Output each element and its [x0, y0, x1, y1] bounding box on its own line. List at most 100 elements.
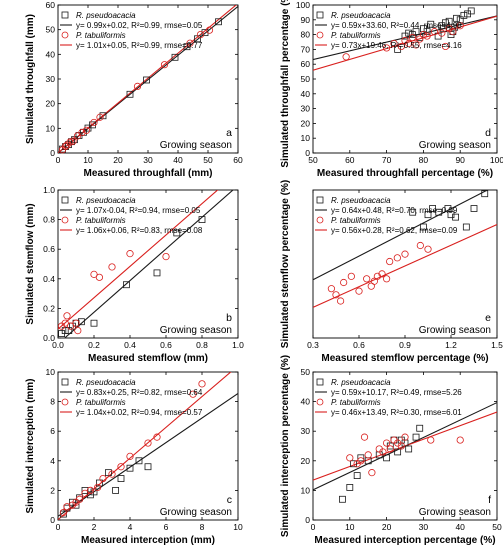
data-point: [430, 28, 439, 36]
data-point: [143, 76, 150, 84]
series-r-pseudoacacia: [409, 190, 489, 231]
data-point: [397, 442, 405, 450]
legend-series-name: R. pseudoacacia: [331, 196, 391, 205]
data-point: [96, 479, 103, 487]
data-point: [419, 223, 427, 231]
data-point: [90, 488, 98, 496]
x-tick-label: 0.0: [52, 340, 64, 350]
data-point: [460, 11, 468, 19]
data-point: [126, 90, 134, 98]
data-point: [393, 254, 401, 262]
fit-line: [313, 15, 497, 61]
y-tick-label: 4: [50, 456, 55, 466]
legend-marker: [316, 398, 324, 406]
data-point: [186, 39, 194, 47]
plot-frame: [57, 189, 239, 339]
x-tick-label: 1.5: [491, 340, 503, 350]
legend-marker: [61, 216, 69, 224]
data-point: [405, 39, 413, 48]
x-tick-label: 8: [200, 522, 205, 532]
y-tick-label: 10: [301, 133, 311, 143]
series-p-tabuliformis: [346, 433, 464, 477]
data-point: [196, 30, 205, 39]
data-point: [429, 205, 437, 212]
y-axis-title: Simulated interception percentage (%): [280, 355, 291, 537]
x-tick-label: 80: [419, 155, 429, 165]
data-point: [405, 29, 413, 37]
legend-series-name: P. tabuliformis: [331, 31, 381, 40]
data-point: [470, 205, 478, 212]
x-tick-label: 6: [164, 522, 169, 532]
legend-marker: [61, 196, 69, 204]
legend-fit-label: y= 0.83x+0.25, R²=0.82, rmse=0.64: [76, 388, 203, 397]
data-point: [95, 273, 104, 281]
y-tick-label: 90: [301, 15, 311, 25]
data-point: [405, 445, 413, 453]
x-tick-label: 70: [382, 155, 392, 165]
legend-fit-label: y= 0.99x+0.02, R²=0.99, rmse=0.05: [76, 21, 203, 30]
y-tick-label: 0.4: [43, 274, 55, 284]
y-tick-label: 0.0: [43, 333, 55, 343]
legend-series-name: P. tabuliformis: [76, 398, 126, 407]
data-point: [416, 241, 424, 250]
data-point: [332, 291, 340, 299]
data-point: [117, 475, 125, 482]
legend-fit-label: y= 1.07x-0.04, R²=0.94, rmse=0.05: [76, 206, 201, 215]
x-axis-title: Measured interception (mm): [81, 535, 215, 546]
data-point: [201, 29, 209, 37]
panel-letter: e: [485, 312, 491, 324]
data-point: [382, 275, 391, 283]
plot-frame: [312, 371, 498, 521]
x-tick-label: 90: [455, 155, 465, 165]
x-tick-label: 50: [203, 155, 213, 165]
fit-lines: [313, 15, 497, 71]
data-point: [441, 42, 450, 51]
data-point: [153, 433, 161, 441]
legend-fit-label: y= 0.56x+0.28, R²=0.62, rmse=0.09: [331, 226, 458, 235]
data-point: [86, 486, 95, 494]
x-axis-title: Measured stemflow (mm): [88, 353, 208, 364]
x-tick-label: 50: [492, 522, 502, 532]
legend-series-name: P. tabuliformis: [76, 31, 126, 40]
x-tick-label: 10: [345, 522, 355, 532]
season-label: Growing season: [160, 140, 232, 151]
data-point: [105, 469, 112, 477]
data-point: [462, 223, 470, 231]
data-point: [160, 61, 169, 69]
data-point: [78, 128, 86, 137]
x-tick-label: 0.8: [196, 340, 208, 350]
legend-marker: [316, 216, 324, 224]
season-label: Growing season: [160, 325, 232, 336]
season-label: Growing season: [419, 140, 491, 151]
x-tick-label: 60: [233, 155, 243, 165]
data-point: [409, 208, 417, 216]
x-tick-label: 10: [233, 522, 243, 532]
legend-series-name: P. tabuliformis: [331, 216, 381, 225]
data-point: [112, 486, 119, 494]
data-point: [401, 250, 409, 258]
legend-fit-label: y= 1.01x+0.05, R²=0.99, rmse=0.77: [76, 41, 203, 50]
panel-letter: a: [226, 127, 232, 139]
series-p-tabuliformis: [57, 250, 170, 335]
x-tick-label: 0.6: [353, 340, 365, 350]
data-point: [416, 35, 424, 43]
y-tick-label: 60: [301, 59, 311, 69]
data-point: [61, 327, 69, 335]
legend-series-name: R. pseudoacacia: [76, 11, 136, 20]
data-point: [342, 53, 350, 61]
data-point: [90, 270, 98, 278]
data-point: [66, 138, 74, 146]
y-tick-label: 6: [50, 426, 55, 436]
data-point: [144, 463, 152, 471]
x-tick-label: 1.2: [445, 340, 457, 350]
fit-line: [58, 5, 237, 153]
y-axis-title: Simulated interception (mm): [25, 378, 36, 513]
data-point: [447, 211, 455, 219]
y-tick-label: 30: [301, 104, 311, 114]
data-point: [72, 501, 80, 509]
data-point: [126, 452, 134, 460]
data-point: [467, 7, 475, 15]
data-point: [350, 460, 357, 468]
